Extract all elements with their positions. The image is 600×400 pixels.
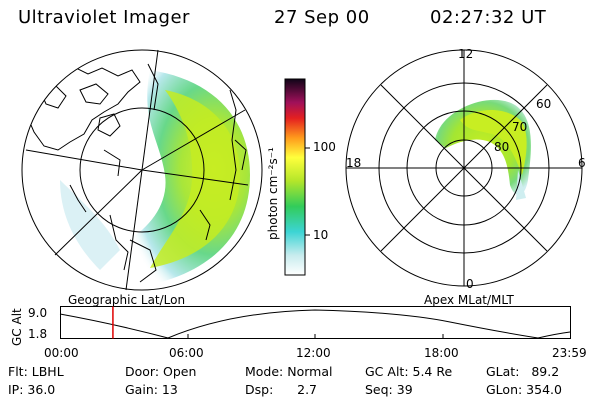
geographic-map bbox=[21, 49, 263, 291]
mlat-label-80: 80 bbox=[494, 140, 510, 154]
altitude-timeline bbox=[59, 306, 571, 339]
ip-info: IP: 36.0 bbox=[8, 382, 56, 397]
seq-info: Seq: 39 bbox=[365, 382, 413, 397]
geographic-caption: Geographic Lat/Lon bbox=[68, 293, 186, 307]
altitude-curve bbox=[59, 309, 571, 339]
gain-info: Gain: 13 bbox=[125, 382, 178, 397]
colorbar-label: photon cm⁻²s⁻¹ bbox=[266, 147, 280, 240]
timeline-xtick-0600: 06:00 bbox=[169, 346, 204, 360]
timeline-xtick-0000: 00:00 bbox=[44, 346, 79, 360]
timeline-ytick-9: 9.0 bbox=[28, 306, 48, 320]
colorbar bbox=[284, 78, 310, 276]
lat-circle-inner bbox=[79, 107, 205, 233]
lat-circle-outer bbox=[21, 49, 263, 291]
door-info: Door: Open bbox=[125, 364, 197, 379]
mlat-label-60: 60 bbox=[536, 97, 552, 111]
date-label: 27 Sep 00 bbox=[274, 7, 370, 28]
timeline-xtick-2359: 23:59 bbox=[552, 346, 587, 360]
mlt-label-0: 0 bbox=[466, 277, 474, 291]
timeline-xtick-1800: 18:00 bbox=[424, 346, 459, 360]
mlt-label-18: 18 bbox=[346, 156, 362, 170]
dsp-info: Dsp: 2.7 bbox=[245, 382, 318, 397]
time-label: 02:27:32 UT bbox=[430, 7, 547, 28]
colorbar-tick-100: 100 bbox=[313, 140, 336, 154]
mode-info: Mode: Normal bbox=[245, 364, 333, 379]
mlt-label-6: 6 bbox=[578, 156, 586, 170]
glon-info: GLon: 354.0 bbox=[486, 382, 562, 397]
glat-info: GLat: 89.2 bbox=[486, 364, 560, 379]
timeline-xtick-1200: 12:00 bbox=[296, 346, 331, 360]
mlt-label-12: 12 bbox=[458, 47, 474, 61]
apex-caption: Apex MLat/MLT bbox=[424, 293, 514, 307]
colorbar-tick-10: 10 bbox=[313, 228, 329, 242]
mlat-label-70: 70 bbox=[512, 120, 528, 134]
gc-alt-info: GC Alt: 5.4 Re bbox=[365, 364, 453, 379]
filter-info: Flt: LBHL bbox=[8, 364, 64, 379]
timeline-ylabel: GC Alt bbox=[10, 308, 24, 346]
magnetic-polar-plot bbox=[345, 49, 583, 287]
instrument-title: Ultraviolet Imager bbox=[18, 7, 190, 28]
timeline-ytick-1.8: 1.8 bbox=[28, 327, 48, 341]
